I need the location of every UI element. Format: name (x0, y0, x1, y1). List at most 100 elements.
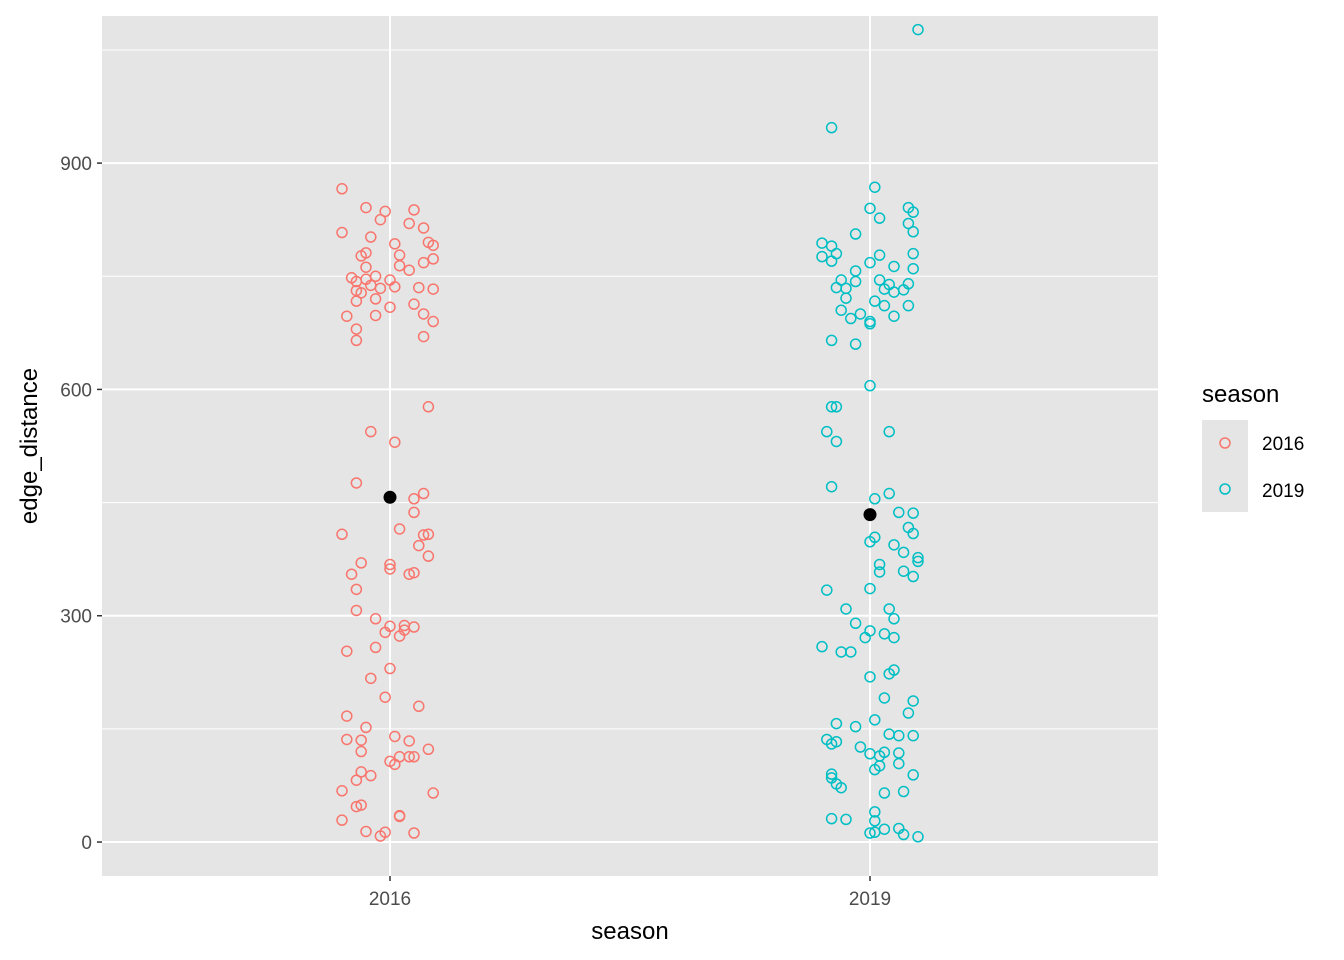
data-point-2016 (355, 734, 367, 746)
data-point-2016 (427, 239, 439, 252)
x-axis-title: season (591, 918, 668, 945)
data-point-2016 (336, 226, 348, 239)
data-point-2016 (336, 785, 348, 797)
y-tick-label: 300 (60, 607, 92, 628)
data-point-2016 (413, 700, 425, 713)
data-point-2019 (878, 299, 891, 312)
data-point-2016 (341, 310, 353, 322)
data-point-2019 (888, 631, 900, 644)
data-point-2019 (825, 121, 838, 134)
data-point-2019 (825, 738, 838, 750)
data-point-2016 (355, 287, 367, 299)
mean-point-2019 (863, 508, 877, 522)
data-point-2016 (384, 662, 396, 675)
data-point-2016 (350, 583, 363, 596)
data-point-2016 (389, 758, 401, 771)
legend-marker-2019 (1219, 483, 1231, 495)
data-point-2019 (878, 692, 891, 704)
data-point-2019 (873, 249, 886, 261)
data-point-2019 (859, 631, 871, 644)
data-point-2016 (379, 205, 391, 218)
data-point-2019 (849, 617, 862, 630)
data-point-2016 (341, 645, 353, 657)
data-point-2019 (873, 558, 886, 571)
data-point-2019 (854, 308, 867, 320)
data-point-2016 (341, 710, 353, 722)
data-point-2019 (869, 714, 881, 726)
major-gridlines (102, 16, 1158, 876)
data-point-2019 (830, 401, 843, 413)
data-point-2019 (840, 813, 852, 826)
mean-point-2016 (383, 490, 397, 504)
minor-gridlines (102, 49, 1158, 730)
data-point-2019 (816, 250, 828, 263)
data-point-2019 (869, 826, 881, 838)
data-point-2019 (888, 539, 900, 551)
data-point-2016 (369, 309, 382, 322)
legend-label-2016: 2016 (1262, 434, 1304, 455)
data-point-2019 (907, 769, 919, 781)
data-point-2019 (893, 757, 905, 770)
data-point-2019 (821, 584, 833, 596)
data-point-2016 (393, 810, 406, 823)
legend-key-2019 (1202, 466, 1248, 512)
data-point-2016 (408, 566, 420, 579)
data-point-2019 (912, 555, 924, 568)
data-point-2016 (350, 477, 363, 489)
data-point-2016 (393, 259, 406, 272)
data-point-2019 (869, 763, 881, 776)
data-point-2019 (907, 262, 919, 275)
data-point-2016 (389, 436, 401, 448)
data-point-2016 (417, 529, 430, 541)
data-point-2019 (912, 551, 924, 564)
data-point-2016 (360, 261, 372, 273)
legend-key-2016 (1202, 420, 1248, 466)
data-point-2016 (384, 563, 396, 575)
data-point-2016 (360, 825, 372, 838)
data-point-2019 (825, 255, 838, 267)
y-tick-label: 0 (81, 833, 92, 854)
data-point-2019 (825, 401, 838, 413)
data-point-2019 (840, 603, 852, 615)
legend: season 2016 2019 (1202, 381, 1304, 512)
data-point-2016 (369, 641, 382, 654)
data-point-2016 (413, 539, 425, 552)
data-point-2019 (878, 787, 891, 799)
data-point-2019 (878, 628, 891, 640)
data-point-2019 (907, 729, 919, 742)
data-point-2016 (350, 323, 363, 335)
data-point-2016 (408, 298, 420, 310)
data-point-2019 (907, 226, 919, 238)
data-point-2019 (864, 671, 876, 683)
data-point-2019 (864, 256, 876, 269)
x-tick-label: 2016 (369, 889, 411, 910)
data-point-2016 (427, 283, 439, 295)
data-point-2016 (403, 735, 415, 747)
data-point-2019 (883, 487, 895, 500)
data-point-2016 (355, 557, 367, 569)
data-point-2019 (907, 695, 919, 707)
data-point-2016 (417, 222, 430, 234)
data-point-2016 (422, 743, 435, 756)
data-point-2016 (403, 217, 415, 230)
data-point-2019 (873, 212, 886, 224)
data-point-2016 (422, 528, 435, 541)
data-point-2019 (888, 613, 900, 625)
data-point-2016 (365, 769, 377, 782)
data-point-2016 (422, 401, 435, 413)
data-point-2016 (355, 250, 367, 262)
data-point-2016 (384, 558, 396, 571)
data-point-2019 (816, 640, 828, 653)
data-point-2016 (365, 425, 377, 438)
data-point-2019 (902, 299, 915, 312)
data-point-2016 (369, 293, 382, 305)
data-point-2016 (389, 281, 401, 293)
data-point-2019 (849, 275, 862, 288)
series-2019-points (816, 23, 924, 843)
data-point-2019 (825, 334, 838, 347)
data-point-2016 (336, 183, 348, 195)
data-point-2019 (907, 527, 919, 540)
data-point-2016 (350, 334, 363, 347)
data-point-2016 (350, 295, 363, 307)
data-point-2019 (849, 720, 862, 733)
